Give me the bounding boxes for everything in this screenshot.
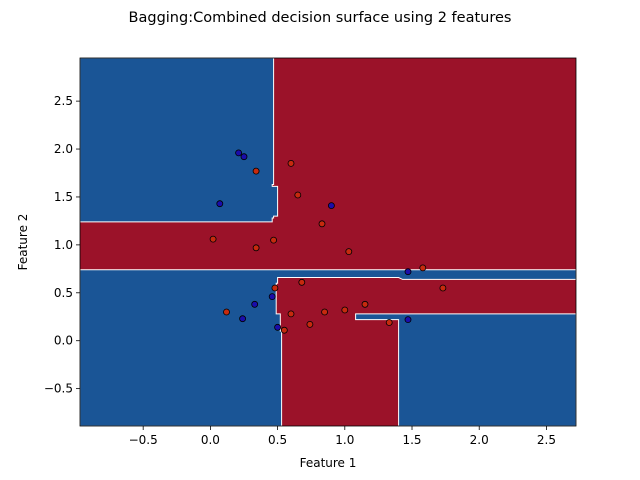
x-tick-label: 2.0 [470,433,489,447]
point-class-0-5 [404,268,412,276]
point-class-0-9 [274,323,282,331]
x-axis: −0.5 0.0 0.5 1.0 1.5 2.0 2.5 [129,426,556,447]
decision-regions-class-0 [79,57,577,427]
point-class-1-4 [318,220,326,228]
x-tick-label: −0.5 [129,433,158,447]
point-class-1-18 [385,319,393,326]
y-axis: −0.5 0.0 0.5 1.0 1.5 2.0 2.5 [44,94,80,396]
plot-frame [79,57,577,427]
point-class-1-2 [252,167,260,175]
point-class-0-8 [239,315,247,323]
point-class-1-20 [280,326,288,334]
x-tick-label: 0.5 [268,433,287,447]
point-class-0-7 [251,300,259,308]
y-tick-label: 1.0 [54,238,73,252]
x-tick-label: 1.0 [335,433,354,447]
point-class-1-1 [287,159,295,167]
point-class-1-10 [298,278,306,286]
decision-region-class-0-part-2 [79,269,577,427]
point-class-1-15 [321,308,329,316]
point-class-1-3 [294,191,302,199]
y-tick-label: −0.5 [44,382,73,396]
point-class-1-16 [341,306,349,314]
point-class-1-12 [271,284,279,292]
point-class-0-1 [235,149,243,157]
point-class-1-19 [306,320,314,328]
y-tick-label: 2.5 [54,94,73,108]
x-tick-label: 2.5 [537,433,556,447]
y-tick-label: 0.5 [54,286,73,300]
decision-region-class-0-part-1 [79,57,279,223]
point-class-1-11 [439,284,447,292]
point-class-1-13 [361,300,369,308]
scatter-points [209,149,447,334]
x-axis-label: Feature 1 [300,456,357,470]
point-class-1-9 [419,264,427,272]
point-class-1-6 [270,236,278,244]
y-tick-label: 2.0 [54,142,73,156]
y-tick-label: 1.5 [54,190,73,204]
x-tick-label: 1.5 [402,433,421,447]
y-axis-label: Feature 2 [16,214,30,271]
point-class-1-17 [287,310,295,318]
point-class-1-14 [223,308,230,316]
point-class-0-6 [268,293,276,301]
point-class-0-10 [404,316,412,324]
x-tick-label: 0.0 [201,433,220,447]
y-tick-label: 0.0 [54,334,73,348]
point-class-1-5 [209,235,217,243]
plot-area [79,57,577,427]
chart-title: Bagging:Combined decision surface using … [129,10,512,26]
point-class-1-8 [345,248,353,256]
point-class-0-2 [240,153,248,161]
point-class-0-4 [327,202,335,210]
point-class-0-3 [216,200,224,208]
point-class-1-7 [252,244,260,252]
